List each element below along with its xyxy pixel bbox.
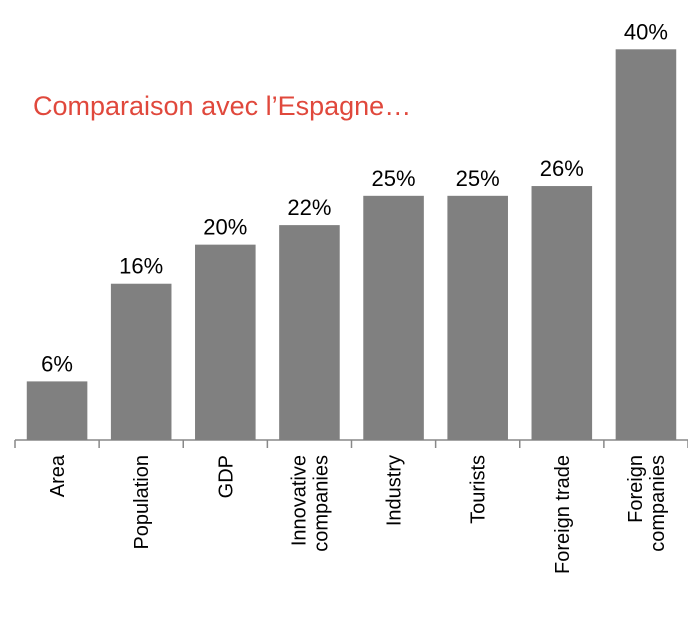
bar: [447, 195, 508, 440]
x-tick-label: Foreign companies: [625, 455, 669, 557]
bar: [363, 195, 424, 440]
x-tick-label: Innovative companies: [288, 455, 332, 557]
value-label: 26%: [540, 156, 584, 181]
value-label: 20%: [203, 215, 247, 240]
bar: [110, 283, 172, 440]
bar: [26, 381, 88, 440]
value-label: 25%: [372, 166, 416, 191]
x-tick-label: Industry: [384, 455, 406, 526]
x-tick-label: Tourists: [468, 455, 490, 524]
x-tick-label: Population: [131, 455, 153, 550]
chart-title: Comparaison avec l’Espagne…: [33, 91, 411, 121]
value-label: 16%: [119, 254, 163, 279]
value-label: 40%: [624, 19, 668, 44]
x-tick-label-line: Foreign: [625, 455, 647, 523]
x-tick-label: Foreign trade: [552, 455, 574, 574]
x-tick-label: GDP: [215, 455, 237, 498]
x-tick-label: Area: [47, 454, 69, 497]
bar: [531, 186, 593, 440]
x-tick-label-line: companies: [647, 455, 669, 557]
x-tick-label-line: companies: [310, 455, 332, 557]
value-label: 22%: [287, 195, 331, 220]
value-label: 25%: [456, 166, 500, 191]
value-label: 6%: [41, 351, 73, 376]
bar: [195, 244, 256, 440]
x-tick-label-line: Innovative: [288, 455, 310, 546]
bar: [615, 49, 677, 440]
bar: [279, 225, 340, 440]
